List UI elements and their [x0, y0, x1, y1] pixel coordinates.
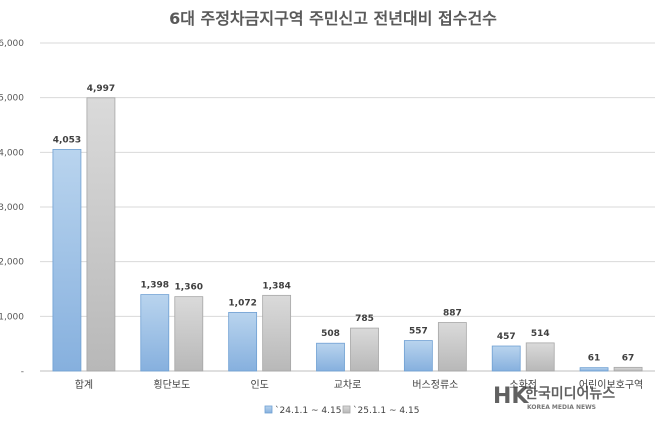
y-tick-label: 6,000: [0, 39, 24, 49]
x-tick-label: 횡단보도: [153, 379, 190, 391]
bar: [613, 366, 643, 372]
bar: [316, 342, 345, 372]
data-label: 1,072: [228, 298, 256, 308]
bar: [350, 327, 379, 372]
data-label: 887: [443, 309, 462, 319]
data-label: 1,398: [141, 281, 169, 291]
bar: [52, 149, 82, 372]
data-label: 1,384: [262, 281, 290, 291]
y-tick-label: 1,000: [0, 312, 24, 322]
x-tick-label: 어린이보호구역: [579, 379, 643, 391]
bar: [140, 294, 170, 372]
data-labels: 4,053 4,997 1,398 1,360 1,072 1,384 508 785 557 8…: [53, 84, 635, 364]
y-tick-label: 4,000: [0, 148, 24, 158]
bar: [437, 322, 467, 372]
x-tick-label: 합계: [75, 379, 93, 391]
data-label: 4,053: [53, 135, 81, 145]
bars: [52, 97, 643, 372]
y-tick-label: 3,000: [0, 203, 24, 213]
x-axis-ticks: 합계 횡단보도 인도 교차로 버스정류소 소화전 어린이보호구역: [75, 379, 644, 391]
bar: [86, 97, 116, 372]
legend-item: `24.1.1 ~ 4.15: [264, 405, 341, 416]
watermark-logo: HK 한국미디어뉴스 KOREA MEDIA NEWS: [493, 384, 615, 411]
data-label: 4,997: [87, 84, 115, 94]
y-tick-label: 2,000: [0, 258, 24, 268]
legend-label: `24.1.1 ~ 4.15: [275, 405, 341, 416]
bar: [579, 367, 609, 372]
bar: [262, 294, 292, 372]
x-tick-label: 인도: [250, 379, 268, 391]
y-axis-ticks: - 1,000 2,000 3,000 4,000 5,000 6,000: [0, 39, 24, 377]
y-tick-label: 5,000: [0, 94, 24, 104]
watermark-name: 한국미디어뉴스: [525, 385, 615, 402]
y-tick-label: -: [21, 367, 24, 377]
data-label: 514: [531, 329, 550, 339]
x-tick-label: 버스정류소: [412, 379, 458, 391]
chart-title: 6대 주정차금지구역 주민신고 전년대비 접수건수: [169, 9, 497, 28]
legend-swatch: [342, 405, 351, 414]
data-label: 785: [355, 314, 374, 324]
watermark-sub: KOREA MEDIA NEWS: [527, 404, 596, 411]
bar: [174, 296, 204, 372]
bar: [228, 311, 258, 372]
x-tick-label: 소화전: [509, 379, 537, 391]
x-tick-label: 교차로: [334, 379, 362, 391]
bar: [525, 342, 555, 372]
data-label: 1,360: [175, 283, 203, 293]
data-label: 67: [622, 353, 635, 363]
data-label: 457: [497, 332, 516, 342]
legend-label: `25.1.1 ~ 4.15: [353, 405, 419, 416]
data-label: 508: [321, 329, 340, 339]
legend-item: `25.1.1 ~ 4.15: [342, 405, 419, 416]
legend: `24.1.1 ~ 4.15 `25.1.1 ~ 4.15: [264, 405, 419, 416]
watermark-logo-mark: HK: [493, 384, 529, 409]
bar: [403, 340, 433, 372]
data-label: 557: [409, 327, 428, 337]
data-label: 61: [588, 354, 601, 364]
legend-swatch: [264, 405, 273, 414]
bar: [491, 345, 521, 372]
